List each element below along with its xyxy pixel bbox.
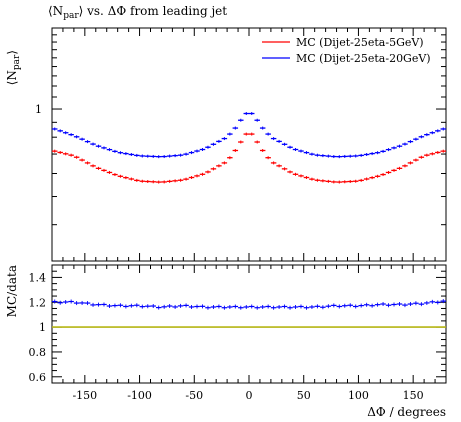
- x-tick-label: -150: [72, 389, 97, 402]
- ratio-plot-frame: [51, 264, 447, 384]
- y-axis-label: ⟨Npar⟩: [5, 50, 22, 85]
- x-tick-label: 50: [297, 389, 311, 402]
- legend-label: MC (Dijet-25eta-20GeV): [296, 52, 431, 65]
- main-panel: 1 ⟨Npar⟩ MC (Dijet-25eta-5GeV) MC (Dijet-25…: [5, 27, 447, 262]
- y-tick-label: 1: [35, 103, 42, 116]
- series-1: [52, 132, 446, 184]
- x-tick-label: 0: [246, 389, 253, 402]
- ratio-y-tick-label: 1: [39, 321, 46, 334]
- x-tick-label: -100: [127, 389, 152, 402]
- ratio-y-tick-label: 1.4: [29, 271, 47, 284]
- legend-label: MC (Dijet-25eta-5GeV): [296, 36, 424, 49]
- ratio-y-tick-label: 1.2: [29, 296, 47, 309]
- x-tick-label: 100: [348, 389, 369, 402]
- x-axis-label: ΔΦ / degrees: [367, 405, 446, 419]
- ratio-y-tick-label: 0.8: [29, 346, 47, 359]
- chart-title: ⟨Npar⟩ vs. ΔΦ from leading jet: [48, 4, 227, 21]
- ratio-y-axis-label: MC/data: [5, 265, 19, 317]
- ratio-series-1: [52, 299, 446, 310]
- x-tick-label: 150: [403, 389, 424, 402]
- ratio-y-tick-label: 0.6: [29, 371, 47, 384]
- x-tick-label: -50: [185, 389, 203, 402]
- series-2: [52, 112, 446, 159]
- ratio-panel: 0.6 0.8 1 1.2 1.4 -150 -100 -50 0 50 100 150 MC/data…: [5, 264, 447, 419]
